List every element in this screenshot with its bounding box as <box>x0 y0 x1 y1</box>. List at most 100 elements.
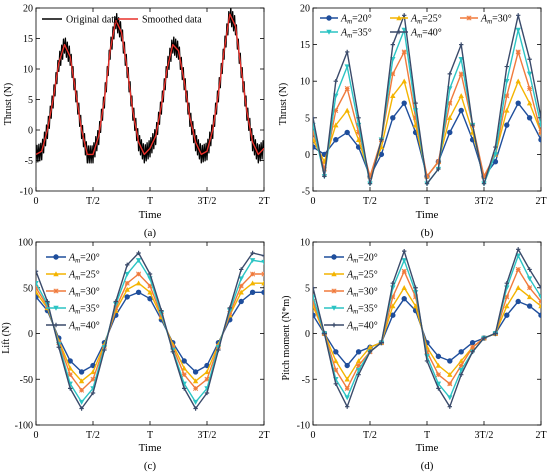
data-point-c-2 <box>193 385 199 391</box>
data-point-c-4 <box>159 308 164 313</box>
data-point-d-0 <box>526 303 533 309</box>
legend-label: Am=30° <box>480 14 512 26</box>
data-point-b-4 <box>322 174 327 179</box>
data-point-c-3 <box>238 276 244 282</box>
x-tick-label: T <box>147 430 153 441</box>
data-point-d-0 <box>458 349 464 355</box>
x-tick-label: 3T/2 <box>475 430 494 441</box>
y-tick-label: 15 <box>23 34 33 45</box>
plot-d: -10 -5 0 5 10 0 T/2 T 3T/2 2T Am=20° Am=25° Am=30° Am… <box>297 238 547 442</box>
data-point-b-1 <box>526 100 533 106</box>
data-point-d-2 <box>515 266 521 273</box>
series-group-a <box>36 8 264 164</box>
data-point-d-1 <box>526 294 533 300</box>
data-point-d-2 <box>333 367 339 373</box>
data-point-b-4 <box>538 115 541 120</box>
series-group-d <box>313 247 541 409</box>
y-tick-label: -10 <box>20 187 33 198</box>
data-point-b-4 <box>470 122 475 128</box>
y-tick-label: 0 <box>305 150 310 161</box>
data-point-d-2 <box>527 285 533 291</box>
data-point-c-2 <box>90 376 96 382</box>
data-point-d-1 <box>333 358 339 364</box>
data-point-c-3 <box>135 258 142 263</box>
y-tick-label: 10 <box>300 77 310 88</box>
data-point-c-4 <box>170 349 175 354</box>
data-point-c-4 <box>45 299 50 304</box>
x-tick-label: T/2 <box>86 196 100 207</box>
data-point-b-2 <box>504 93 510 99</box>
data-point-b-4 <box>313 115 316 120</box>
y-tick-label: 5 <box>305 283 310 294</box>
data-point-d-3 <box>447 395 453 401</box>
y-tick-label: 20 <box>300 4 310 15</box>
x-tick-label: 0 <box>34 430 39 441</box>
data-point-d-3 <box>435 381 442 387</box>
x-tick-label: 2T <box>258 196 269 207</box>
legend-marker <box>331 288 337 294</box>
y-tick-label: -100 <box>15 421 33 432</box>
legend-label: Am=25° <box>68 270 100 282</box>
data-point-b-4 <box>493 144 498 150</box>
y-tick-label: 15 <box>300 40 310 51</box>
data-point-d-4 <box>322 331 327 336</box>
data-point-c-3 <box>261 259 264 265</box>
data-point-c-4 <box>239 267 244 272</box>
y-tick-label: 50 <box>23 283 33 294</box>
data-point-d-1 <box>412 303 419 309</box>
x-tick-label: 0 <box>311 196 316 207</box>
series-line-b-0 <box>313 102 541 178</box>
data-point-b-2 <box>458 71 464 77</box>
panel-d-caption: (d) <box>421 460 434 472</box>
y-tick-label: 0 <box>28 126 33 137</box>
x-tick-label: 0 <box>34 196 39 207</box>
data-point-b-1 <box>447 115 453 120</box>
data-point-b-0 <box>447 129 453 136</box>
legend-marker <box>331 305 337 311</box>
data-point-d-1 <box>435 362 442 368</box>
data-point-d-0 <box>313 312 316 318</box>
data-point-c-0 <box>124 294 130 300</box>
y-tick-label: 100 <box>18 238 33 249</box>
data-point-b-2 <box>538 129 541 135</box>
data-point-d-1 <box>344 376 350 382</box>
data-point-d-2 <box>401 268 407 274</box>
data-point-b-4 <box>402 13 407 18</box>
legend-label: Original data <box>66 15 119 26</box>
data-point-c-4 <box>90 390 96 396</box>
legend-marker <box>331 322 337 328</box>
data-point-b-4 <box>447 71 452 77</box>
legend-marker <box>331 271 337 277</box>
data-point-c-3 <box>44 302 51 307</box>
data-point-c-3 <box>36 280 39 286</box>
data-point-c-4 <box>79 406 84 411</box>
data-point-b-0 <box>526 115 533 121</box>
data-point-d-2 <box>538 298 541 305</box>
data-point-b-1 <box>401 78 407 84</box>
data-point-d-3 <box>412 290 419 296</box>
legend-marker <box>53 288 59 294</box>
data-point-d-1 <box>447 371 453 377</box>
data-point-d-2 <box>413 294 419 300</box>
x-tick-label: 2T <box>535 430 546 441</box>
data-point-c-2 <box>227 310 233 316</box>
data-point-b-4 <box>379 137 384 142</box>
data-point-c-1 <box>261 280 264 286</box>
legend-label: Am=40° <box>68 321 100 333</box>
y-tick-label: 10 <box>300 238 310 249</box>
panel-c: Lift (N) Time (c) <box>1 322 162 472</box>
data-point-d-4 <box>436 386 441 391</box>
data-point-b-3 <box>344 64 350 70</box>
data-point-c-3 <box>227 308 233 314</box>
data-point-d-4 <box>516 247 521 252</box>
data-point-b-4 <box>356 115 361 120</box>
data-point-c-0 <box>181 358 187 364</box>
legend-label: Am=20° <box>68 253 100 265</box>
data-point-c-4 <box>113 299 118 304</box>
y-tick-label: -50 <box>20 375 33 386</box>
legend-label: Am=30° <box>346 287 378 299</box>
series-line-a-1 <box>36 13 264 156</box>
data-point-c-1 <box>204 369 210 375</box>
